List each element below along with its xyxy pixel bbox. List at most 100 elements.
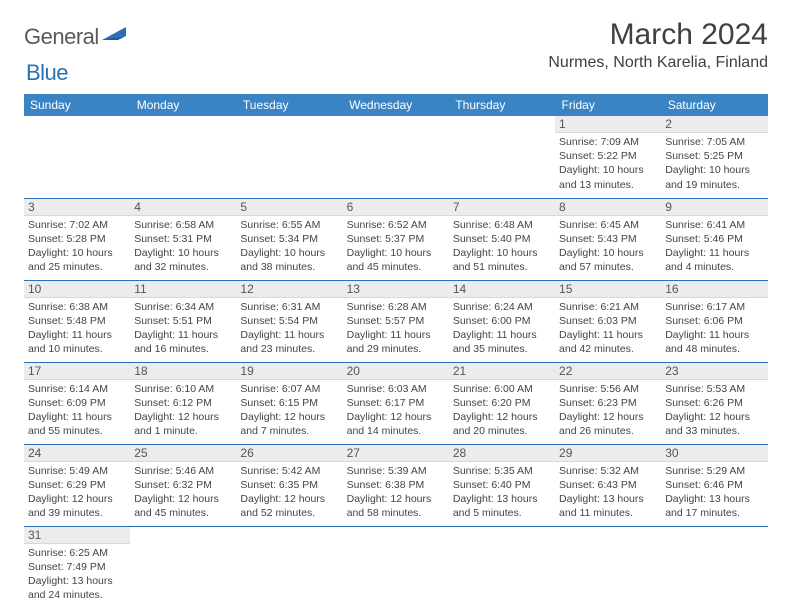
- logo: General: [24, 24, 128, 50]
- day-info: Sunrise: 6:28 AMSunset: 5:57 PMDaylight:…: [343, 298, 449, 360]
- day-number: 23: [661, 363, 767, 380]
- day-number: 14: [449, 281, 555, 298]
- calendar-day-cell: [343, 116, 449, 198]
- calendar-day-cell: [130, 116, 236, 198]
- month-title: March 2024: [548, 18, 768, 52]
- calendar-table: Sunday Monday Tuesday Wednesday Thursday…: [24, 94, 768, 608]
- calendar-day-cell: 20Sunrise: 6:03 AMSunset: 6:17 PMDayligh…: [343, 362, 449, 444]
- calendar-week-row: 1Sunrise: 7:09 AMSunset: 5:22 PMDaylight…: [24, 116, 768, 198]
- calendar-day-cell: [449, 526, 555, 608]
- day-info: Sunrise: 6:14 AMSunset: 6:09 PMDaylight:…: [24, 380, 130, 442]
- calendar-day-cell: 18Sunrise: 6:10 AMSunset: 6:12 PMDayligh…: [130, 362, 236, 444]
- day-info: Sunrise: 6:25 AMSunset: 7:49 PMDaylight:…: [24, 544, 130, 606]
- weekday-header: Thursday: [449, 94, 555, 116]
- day-number: 30: [661, 445, 767, 462]
- calendar-day-cell: 12Sunrise: 6:31 AMSunset: 5:54 PMDayligh…: [236, 280, 342, 362]
- day-info: Sunrise: 5:29 AMSunset: 6:46 PMDaylight:…: [661, 462, 767, 524]
- day-number: 26: [236, 445, 342, 462]
- day-number: 29: [555, 445, 661, 462]
- day-info: Sunrise: 6:17 AMSunset: 6:06 PMDaylight:…: [661, 298, 767, 360]
- weekday-header: Tuesday: [236, 94, 342, 116]
- calendar-day-cell: 11Sunrise: 6:34 AMSunset: 5:51 PMDayligh…: [130, 280, 236, 362]
- calendar-day-cell: [236, 116, 342, 198]
- day-number: 21: [449, 363, 555, 380]
- day-number: 5: [236, 199, 342, 216]
- day-info: Sunrise: 6:45 AMSunset: 5:43 PMDaylight:…: [555, 216, 661, 278]
- calendar-day-cell: 27Sunrise: 5:39 AMSunset: 6:38 PMDayligh…: [343, 444, 449, 526]
- day-number: 20: [343, 363, 449, 380]
- day-info: Sunrise: 6:07 AMSunset: 6:15 PMDaylight:…: [236, 380, 342, 442]
- day-number: 25: [130, 445, 236, 462]
- calendar-day-cell: 9Sunrise: 6:41 AMSunset: 5:46 PMDaylight…: [661, 198, 767, 280]
- day-info: Sunrise: 6:03 AMSunset: 6:17 PMDaylight:…: [343, 380, 449, 442]
- calendar-week-row: 10Sunrise: 6:38 AMSunset: 5:48 PMDayligh…: [24, 280, 768, 362]
- day-info: Sunrise: 5:32 AMSunset: 6:43 PMDaylight:…: [555, 462, 661, 524]
- calendar-day-cell: 29Sunrise: 5:32 AMSunset: 6:43 PMDayligh…: [555, 444, 661, 526]
- logo-text-blue: Blue: [26, 60, 68, 85]
- day-number: 6: [343, 199, 449, 216]
- calendar-day-cell: 15Sunrise: 6:21 AMSunset: 6:03 PMDayligh…: [555, 280, 661, 362]
- day-info: Sunrise: 6:41 AMSunset: 5:46 PMDaylight:…: [661, 216, 767, 278]
- calendar-day-cell: 24Sunrise: 5:49 AMSunset: 6:29 PMDayligh…: [24, 444, 130, 526]
- day-number: 8: [555, 199, 661, 216]
- day-info: Sunrise: 5:46 AMSunset: 6:32 PMDaylight:…: [130, 462, 236, 524]
- calendar-week-row: 24Sunrise: 5:49 AMSunset: 6:29 PMDayligh…: [24, 444, 768, 526]
- calendar-day-cell: 10Sunrise: 6:38 AMSunset: 5:48 PMDayligh…: [24, 280, 130, 362]
- calendar-day-cell: 26Sunrise: 5:42 AMSunset: 6:35 PMDayligh…: [236, 444, 342, 526]
- day-number: 13: [343, 281, 449, 298]
- day-info: Sunrise: 5:49 AMSunset: 6:29 PMDaylight:…: [24, 462, 130, 524]
- calendar-day-cell: [343, 526, 449, 608]
- day-info: Sunrise: 6:10 AMSunset: 6:12 PMDaylight:…: [130, 380, 236, 442]
- calendar-day-cell: 22Sunrise: 5:56 AMSunset: 6:23 PMDayligh…: [555, 362, 661, 444]
- weekday-header: Friday: [555, 94, 661, 116]
- day-info: Sunrise: 7:02 AMSunset: 5:28 PMDaylight:…: [24, 216, 130, 278]
- calendar-day-cell: 23Sunrise: 5:53 AMSunset: 6:26 PMDayligh…: [661, 362, 767, 444]
- day-number: 19: [236, 363, 342, 380]
- calendar-day-cell: 28Sunrise: 5:35 AMSunset: 6:40 PMDayligh…: [449, 444, 555, 526]
- day-info: Sunrise: 6:21 AMSunset: 6:03 PMDaylight:…: [555, 298, 661, 360]
- day-info: Sunrise: 6:52 AMSunset: 5:37 PMDaylight:…: [343, 216, 449, 278]
- calendar-day-cell: 17Sunrise: 6:14 AMSunset: 6:09 PMDayligh…: [24, 362, 130, 444]
- day-number: 11: [130, 281, 236, 298]
- calendar-day-cell: [555, 526, 661, 608]
- day-info: Sunrise: 6:00 AMSunset: 6:20 PMDaylight:…: [449, 380, 555, 442]
- calendar-day-cell: 7Sunrise: 6:48 AMSunset: 5:40 PMDaylight…: [449, 198, 555, 280]
- day-info: Sunrise: 6:34 AMSunset: 5:51 PMDaylight:…: [130, 298, 236, 360]
- day-info: Sunrise: 5:39 AMSunset: 6:38 PMDaylight:…: [343, 462, 449, 524]
- calendar-week-row: 17Sunrise: 6:14 AMSunset: 6:09 PMDayligh…: [24, 362, 768, 444]
- calendar-day-cell: [449, 116, 555, 198]
- day-number: 12: [236, 281, 342, 298]
- weekday-header: Saturday: [661, 94, 767, 116]
- weekday-header-row: Sunday Monday Tuesday Wednesday Thursday…: [24, 94, 768, 116]
- day-info: Sunrise: 5:42 AMSunset: 6:35 PMDaylight:…: [236, 462, 342, 524]
- day-info: Sunrise: 6:58 AMSunset: 5:31 PMDaylight:…: [130, 216, 236, 278]
- calendar-day-cell: 8Sunrise: 6:45 AMSunset: 5:43 PMDaylight…: [555, 198, 661, 280]
- calendar-day-cell: 21Sunrise: 6:00 AMSunset: 6:20 PMDayligh…: [449, 362, 555, 444]
- calendar-day-cell: 30Sunrise: 5:29 AMSunset: 6:46 PMDayligh…: [661, 444, 767, 526]
- calendar-day-cell: 5Sunrise: 6:55 AMSunset: 5:34 PMDaylight…: [236, 198, 342, 280]
- day-info: Sunrise: 6:31 AMSunset: 5:54 PMDaylight:…: [236, 298, 342, 360]
- calendar-day-cell: 3Sunrise: 7:02 AMSunset: 5:28 PMDaylight…: [24, 198, 130, 280]
- calendar-day-cell: 19Sunrise: 6:07 AMSunset: 6:15 PMDayligh…: [236, 362, 342, 444]
- day-info: Sunrise: 7:05 AMSunset: 5:25 PMDaylight:…: [661, 133, 767, 195]
- calendar-day-cell: [236, 526, 342, 608]
- day-info: Sunrise: 5:35 AMSunset: 6:40 PMDaylight:…: [449, 462, 555, 524]
- calendar-day-cell: 31Sunrise: 6:25 AMSunset: 7:49 PMDayligh…: [24, 526, 130, 608]
- calendar-day-cell: 13Sunrise: 6:28 AMSunset: 5:57 PMDayligh…: [343, 280, 449, 362]
- calendar-day-cell: 6Sunrise: 6:52 AMSunset: 5:37 PMDaylight…: [343, 198, 449, 280]
- day-number: 27: [343, 445, 449, 462]
- day-info: Sunrise: 6:55 AMSunset: 5:34 PMDaylight:…: [236, 216, 342, 278]
- weekday-header: Sunday: [24, 94, 130, 116]
- day-info: Sunrise: 5:56 AMSunset: 6:23 PMDaylight:…: [555, 380, 661, 442]
- day-number: 1: [555, 116, 661, 133]
- day-number: 28: [449, 445, 555, 462]
- day-number: 9: [661, 199, 767, 216]
- day-number: 16: [661, 281, 767, 298]
- day-number: 2: [661, 116, 767, 133]
- calendar-day-cell: 14Sunrise: 6:24 AMSunset: 6:00 PMDayligh…: [449, 280, 555, 362]
- day-number: 24: [24, 445, 130, 462]
- logo-text-general: General: [24, 24, 99, 50]
- logo-flag-icon: [102, 26, 128, 49]
- day-number: 3: [24, 199, 130, 216]
- day-number: 22: [555, 363, 661, 380]
